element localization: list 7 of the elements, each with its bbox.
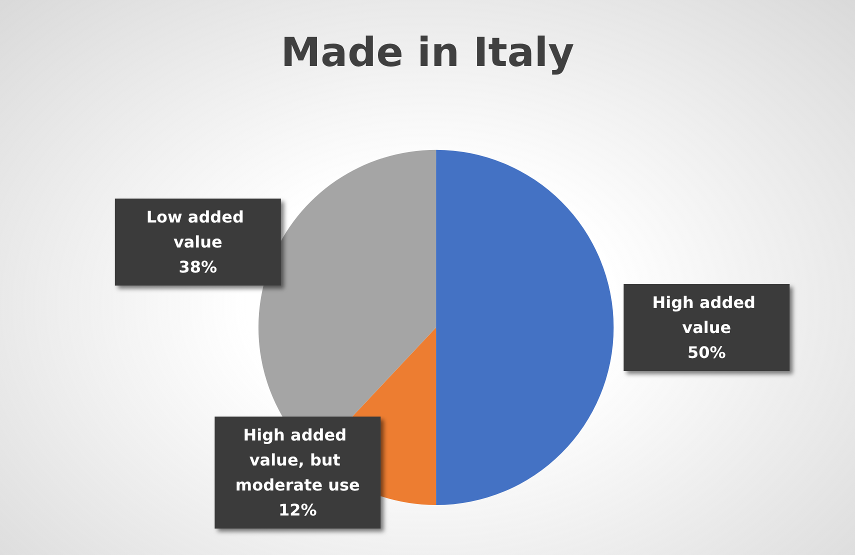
data-label: 50%	[688, 342, 726, 362]
chart-title: Made in Italy	[280, 30, 574, 76]
data-label: 38%	[178, 258, 218, 277]
data-label: 12%	[278, 500, 317, 520]
slice-label: High added value	[652, 292, 762, 337]
slice-label: High added value, but moderate use	[235, 426, 360, 495]
slice-label: Low added value	[146, 208, 250, 252]
